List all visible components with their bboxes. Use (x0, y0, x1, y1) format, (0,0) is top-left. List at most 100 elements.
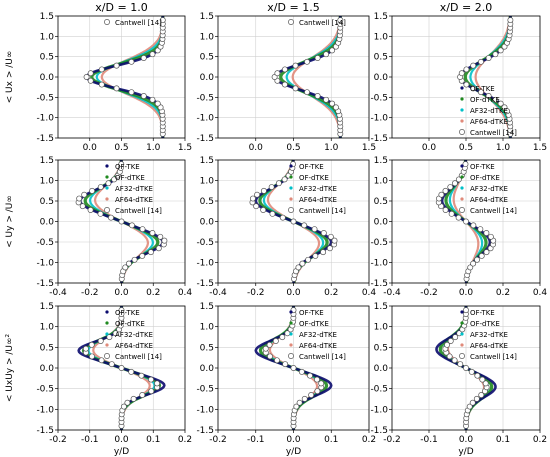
ytick-label: 0.5 (200, 343, 214, 353)
cantwell-point (290, 218, 297, 225)
legend-label: AF32-dTKE (470, 185, 508, 193)
legend-label: OF-dTKE (115, 320, 145, 328)
legend-label: Cantwell [14] (470, 207, 517, 215)
xtick-label: -0.1 (420, 435, 438, 445)
legend-marker-of-tke (105, 164, 109, 168)
ytick-label: -1.5 (196, 426, 214, 436)
cantwell-point (497, 100, 504, 107)
ytick-label: -1.0 (370, 405, 388, 415)
cantwell-point (455, 176, 462, 183)
cantwell-point (463, 365, 469, 371)
xtick-label: 0.4 (533, 288, 548, 298)
legend-marker-of-tke (460, 310, 464, 314)
ytick-label: 1.0 (200, 32, 215, 42)
ytick-label: 1.0 (40, 32, 55, 42)
ytick-label: -0.5 (36, 93, 54, 103)
xtick-label: -0.1 (81, 435, 99, 445)
xtick-label: -0.2 (209, 435, 227, 445)
xtick-label: 1.5 (178, 143, 192, 153)
xtick-label: 1.5 (362, 143, 376, 153)
ytick-label: 1.5 (200, 302, 214, 312)
ytick-label: -1.0 (36, 405, 54, 415)
cantwell-point (485, 93, 492, 99)
cantwell-point (299, 260, 306, 267)
legend-marker-of-dtke (105, 321, 109, 325)
legend-label: AF64-dTKE (470, 118, 508, 126)
cantwell-point (298, 368, 305, 375)
cantwell-point (312, 252, 319, 259)
cantwell-point (89, 187, 96, 194)
cantwell-point (296, 399, 303, 406)
legend-label: OF-dTKE (470, 174, 500, 182)
xtick-label: 0.0 (459, 435, 474, 445)
legend-marker-af32-dtke (289, 186, 293, 190)
cantwell-point (478, 392, 485, 398)
legend-marker-af32-dtke (460, 332, 464, 336)
column-title: x/D = 1.0 (95, 1, 147, 14)
xtick-label: 0.5 (114, 143, 128, 153)
cantwell-point (470, 260, 477, 267)
cantwell-point (337, 17, 344, 24)
cantwell-point (140, 55, 147, 61)
ytick-label: 1.0 (200, 323, 215, 333)
cantwell-point (314, 55, 321, 61)
xtick-label: 0.0 (459, 288, 474, 298)
cantwell-point (323, 51, 330, 58)
legend-label: AF32-dTKE (299, 331, 337, 339)
xtick-label: 0.2 (533, 435, 547, 445)
ytick-label: -1.0 (370, 259, 388, 269)
cantwell-point (457, 361, 464, 368)
ytick-label: -1.0 (196, 405, 214, 415)
cantwell-point (124, 399, 131, 406)
chart-panel-r2c0: -0.2 -0.1 0.0 0.1 0.2 1.5 1.0 0.5 0.0 -0.5 -1.0 -1.… (36, 302, 192, 457)
cantwell-point (446, 353, 453, 360)
cantwell-point (274, 70, 281, 77)
ytick-label: 0.0 (40, 73, 55, 83)
cantwell-point (128, 368, 135, 375)
cantwell-point (149, 230, 156, 236)
cantwell-point (485, 55, 492, 61)
legend-label: AF64-dTKE (115, 342, 153, 350)
cantwell-point (275, 180, 282, 187)
legend-label: AF32-dTKE (115, 185, 153, 193)
legend-marker-of-tke (289, 164, 293, 168)
cantwell-point (466, 403, 473, 410)
cantwell-point (478, 89, 484, 96)
ytick-label: -1.0 (36, 259, 54, 269)
cantwell-point (307, 372, 313, 379)
cantwell-point (140, 93, 147, 99)
chart-panel-r0c2: 0.0 0.5 1.0 1.5 1.5 1.0 0.5 0.0 -0.5 -1.0 -1.5 OF-T… (370, 12, 547, 153)
cantwell-point (281, 176, 288, 183)
cantwell-point (326, 245, 333, 252)
ytick-label: -0.5 (370, 238, 388, 248)
cantwell-point (451, 180, 458, 187)
cantwell-point (87, 77, 94, 84)
legend-marker-af32-dtke (105, 332, 109, 336)
cantwell-point (97, 184, 104, 191)
cantwell-point (272, 338, 279, 344)
chart-panel-r1c0: -0.4 -0.2 0.0 0.2 0.4 1.5 1.0 0.5 0.0 -0.5 -1.0 -1.… (36, 156, 192, 298)
cantwell-point (305, 256, 312, 263)
xtick-label: 0.0 (114, 435, 129, 445)
cantwell-point (269, 210, 276, 217)
cantwell-point (478, 252, 485, 259)
cantwell-point (118, 161, 125, 168)
cantwell-point (470, 85, 477, 92)
ytick-label: 0.5 (374, 53, 388, 63)
xtick-label: 0.0 (83, 143, 98, 153)
legend-label: Cantwell [14] (299, 207, 346, 215)
cantwell-point (455, 214, 462, 221)
ytick-label: 0.5 (200, 197, 214, 207)
cantwell-point (97, 338, 104, 344)
xtick-label: 0.2 (178, 435, 192, 445)
cantwell-point (260, 207, 267, 213)
cantwell-point (118, 307, 125, 314)
cantwell-point (279, 334, 286, 341)
legend-marker-af32-dtke (460, 186, 464, 190)
ytick-label: 1.0 (374, 323, 389, 333)
xtick-label: 1.0 (324, 143, 339, 153)
xtick-label: 1.5 (533, 143, 547, 153)
ytick-label: -1.5 (370, 279, 388, 289)
legend-label: Cantwell [14] (299, 353, 346, 361)
legend-marker-of-tke (460, 164, 464, 168)
